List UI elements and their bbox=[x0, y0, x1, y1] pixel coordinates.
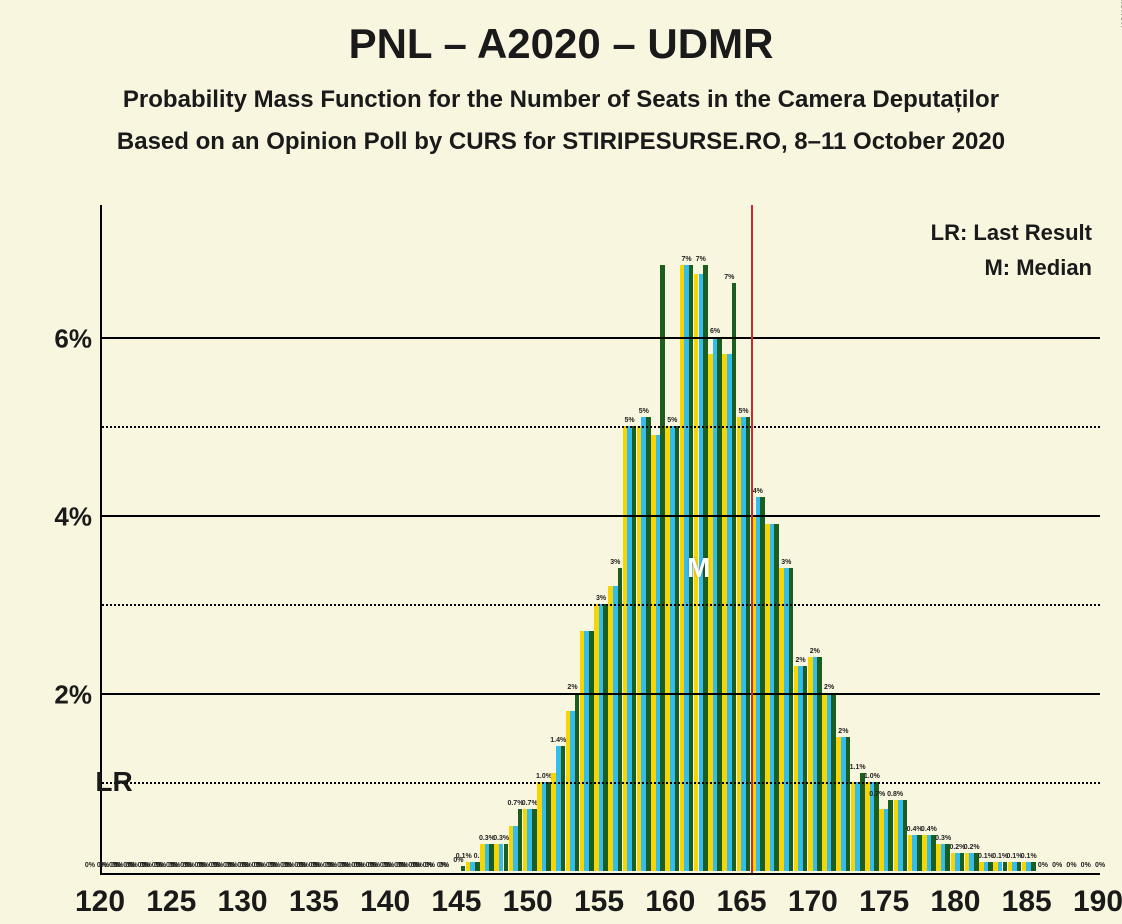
chart-subtitle-2: Based on an Opinion Poll by CURS for STI… bbox=[0, 128, 1122, 156]
x-tick-label: 135 bbox=[289, 885, 339, 919]
bar-value-label: 0.7% 0.8% bbox=[869, 791, 903, 798]
x-tick-label: 125 bbox=[146, 885, 196, 919]
x-tick-label: 140 bbox=[360, 885, 410, 919]
bar-green bbox=[1017, 862, 1022, 871]
x-tick-label: 185 bbox=[1002, 885, 1052, 919]
bar-green bbox=[618, 568, 623, 871]
lr-marker: LR bbox=[95, 766, 132, 798]
grid-major bbox=[102, 515, 1100, 517]
x-tick-label: 145 bbox=[431, 885, 481, 919]
bar-value-label: 7% bbox=[681, 256, 691, 263]
bar-green bbox=[675, 426, 680, 871]
grid-minor bbox=[102, 604, 1100, 606]
bar-value-label: 0% bbox=[1038, 862, 1048, 869]
bar-value-label: 5% bbox=[739, 408, 749, 415]
bar-green bbox=[504, 844, 509, 871]
y-tick-label: 6% bbox=[54, 323, 92, 354]
bar-green bbox=[489, 844, 494, 871]
bar-green bbox=[960, 853, 965, 871]
bar-value-label: 0% bbox=[1052, 862, 1062, 869]
median-marker: M bbox=[687, 552, 710, 584]
bar-green bbox=[603, 604, 608, 871]
bar-green bbox=[860, 773, 865, 871]
bar-green bbox=[817, 657, 822, 871]
last-result-line bbox=[751, 205, 753, 873]
x-tick-label: 175 bbox=[859, 885, 909, 919]
bar-green bbox=[1003, 862, 1008, 871]
bar-green bbox=[846, 737, 851, 871]
bar-green bbox=[646, 417, 651, 871]
bar-value-label: 1.0% bbox=[536, 773, 552, 780]
bar-green bbox=[561, 746, 566, 871]
plot-region: 0% 0% 0%0% 0% 0%0% 0% 0%0% 0% 0%0% 0% 0%… bbox=[100, 205, 1100, 875]
bar-value-label: 5% bbox=[667, 417, 677, 424]
bar-green bbox=[632, 426, 637, 871]
bar-value-label: 0% bbox=[439, 862, 449, 869]
copyright-text: © 2020 Filip van Laenen bbox=[1118, 0, 1122, 28]
bar-value-label: 1.0% bbox=[864, 773, 880, 780]
bar-value-label: 0% bbox=[1066, 862, 1076, 869]
chart-container: © 2020 Filip van Laenen PNL – A2020 – UD… bbox=[0, 20, 1122, 924]
grid-minor bbox=[102, 426, 1100, 428]
bar-green bbox=[789, 568, 794, 871]
bar-value-label: 7% bbox=[696, 256, 706, 263]
grid-major bbox=[102, 693, 1100, 695]
bar-value-label: 2% bbox=[810, 648, 820, 655]
bar-value-label: 6% bbox=[710, 328, 720, 335]
bar-value-label: 5% bbox=[639, 408, 649, 415]
grid-minor bbox=[102, 782, 1100, 784]
bar-green bbox=[589, 631, 594, 871]
bar-green bbox=[917, 835, 922, 871]
bar-value-label: 0.1% bbox=[1021, 853, 1037, 860]
bar-green bbox=[774, 524, 779, 871]
bar-value-label: 4% bbox=[753, 488, 763, 495]
bar-green bbox=[660, 265, 665, 871]
bar-value-label: 0.2% bbox=[964, 844, 980, 851]
bar-value-label: 2% bbox=[824, 684, 834, 691]
bar-value-label: 2% bbox=[838, 728, 848, 735]
x-tick-label: 130 bbox=[218, 885, 268, 919]
x-tick-label: 165 bbox=[717, 885, 767, 919]
bar-green bbox=[903, 800, 908, 871]
x-tick-label: 170 bbox=[788, 885, 838, 919]
bar-green bbox=[475, 862, 480, 871]
bar-green bbox=[803, 666, 808, 871]
chart-title: PNL – A2020 – UDMR bbox=[0, 20, 1122, 68]
bar-value-label: 7% bbox=[724, 274, 734, 281]
bar-green bbox=[1031, 862, 1036, 871]
bar-green bbox=[461, 866, 466, 871]
bar-value-label: 0.4% bbox=[921, 826, 937, 833]
bar-value-label: 5% bbox=[624, 417, 634, 424]
x-tick-label: 150 bbox=[503, 885, 553, 919]
x-tick-label: 190 bbox=[1073, 885, 1122, 919]
x-tick-label: 155 bbox=[574, 885, 624, 919]
chart-subtitle-1: Probability Mass Function for the Number… bbox=[0, 86, 1122, 114]
y-tick-label: 2% bbox=[54, 679, 92, 710]
bar-green bbox=[988, 862, 993, 871]
bar-green bbox=[518, 809, 523, 871]
y-tick-label: 4% bbox=[54, 501, 92, 532]
bar-green bbox=[532, 809, 537, 871]
chart-plot-area: 0% 0% 0%0% 0% 0%0% 0% 0%0% 0% 0%0% 0% 0%… bbox=[60, 205, 1100, 875]
bar-value-label: 2% bbox=[567, 684, 577, 691]
grid-major bbox=[102, 337, 1100, 339]
bar-value-label: 0.3% bbox=[493, 835, 509, 842]
bars-layer: 0% 0% 0%0% 0% 0%0% 0% 0%0% 0% 0%0% 0% 0%… bbox=[102, 205, 1100, 871]
bar-green bbox=[760, 497, 765, 871]
bar-value-label: 1.1% bbox=[850, 764, 866, 771]
x-tick-label: 120 bbox=[75, 885, 125, 919]
bar-value-label: 0.3% bbox=[935, 835, 951, 842]
bar-green bbox=[546, 782, 551, 871]
x-tick-label: 160 bbox=[645, 885, 695, 919]
bar-value-label: 0% bbox=[1081, 862, 1091, 869]
bar-value-label: 0% bbox=[1095, 862, 1105, 869]
x-tick-label: 180 bbox=[930, 885, 980, 919]
bar-value-label: 3% bbox=[781, 559, 791, 566]
bar-green bbox=[888, 800, 893, 871]
bar-value-label: 0.7% bbox=[522, 800, 538, 807]
bar-value-label: 3% bbox=[610, 559, 620, 566]
bar-value-label: 3% bbox=[596, 595, 606, 602]
bar-value-label: 2% bbox=[796, 657, 806, 664]
bar-value-label: 1.4% bbox=[550, 737, 566, 744]
